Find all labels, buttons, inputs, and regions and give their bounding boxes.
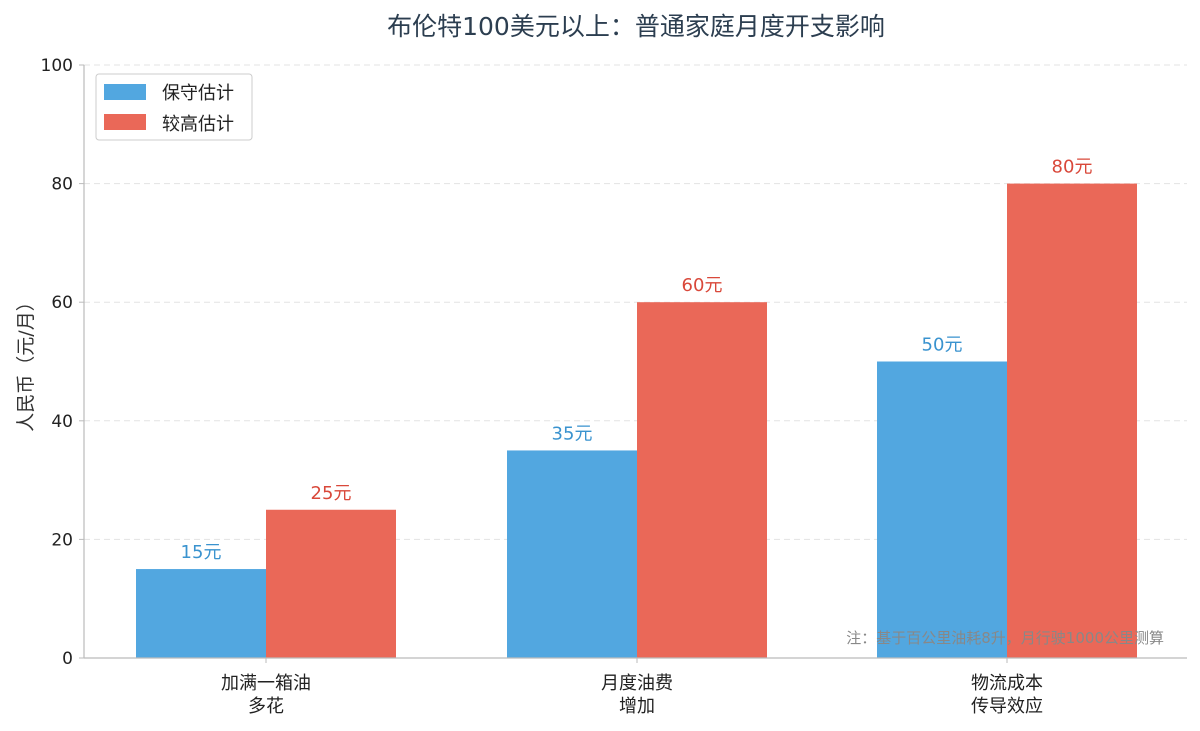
bar-high xyxy=(637,302,767,658)
y-tick-label: 40 xyxy=(51,412,73,432)
y-tick-label: 0 xyxy=(62,649,73,669)
y-tick-label: 60 xyxy=(51,293,73,313)
legend-swatch-conservative xyxy=(104,84,146,100)
data-label: 80元 xyxy=(1052,157,1093,178)
legend-label-conservative: 保守估计 xyxy=(162,83,234,104)
x-tick-label: 物流成本 xyxy=(971,673,1043,694)
y-tick-label: 80 xyxy=(51,175,73,195)
bar-conservative xyxy=(877,361,1007,658)
x-tick-label: 加满一箱油 xyxy=(221,673,311,694)
y-axis-label: 人民币（元/月） xyxy=(15,292,37,431)
data-label: 60元 xyxy=(682,275,723,296)
y-tick-label: 20 xyxy=(51,530,73,550)
footnote: 注：基于百公里油耗8升，月行驶1000公里测算 xyxy=(846,629,1164,647)
data-label: 25元 xyxy=(311,483,352,504)
chart-title: 布伦特100美元以上：普通家庭月度开支影响 xyxy=(387,12,885,41)
x-tick-label: 多花 xyxy=(248,696,284,717)
data-label: 50元 xyxy=(922,335,963,356)
y-tick-label: 100 xyxy=(41,56,73,76)
legend-label-high: 较高估计 xyxy=(162,114,234,135)
bar-high xyxy=(1007,183,1137,658)
bar-conservative xyxy=(507,450,637,658)
bar-conservative xyxy=(136,569,266,658)
x-tick-label: 月度油费 xyxy=(601,673,673,694)
data-label: 15元 xyxy=(181,542,222,563)
x-tick-label: 传导效应 xyxy=(971,696,1043,717)
legend: 保守估计 较高估计 xyxy=(95,73,253,141)
legend-swatch-high xyxy=(104,114,146,130)
x-tick-label: 增加 xyxy=(619,696,655,717)
data-label: 35元 xyxy=(552,423,593,444)
bar-high xyxy=(266,509,396,658)
